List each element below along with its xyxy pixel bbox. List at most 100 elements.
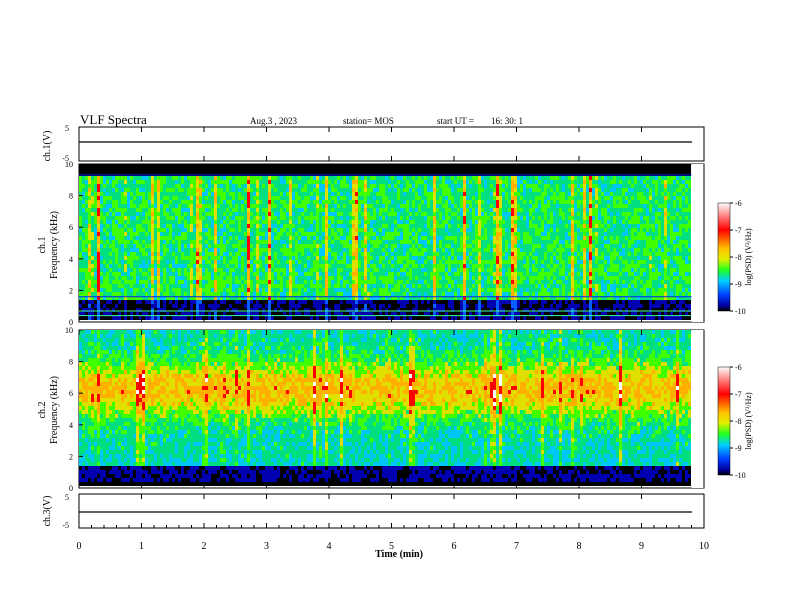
spectrogram-cell bbox=[259, 168, 262, 172]
spectrogram-cell bbox=[94, 172, 97, 176]
spectrogram-cell bbox=[343, 272, 346, 276]
spectrogram-cell bbox=[160, 212, 163, 216]
spectrogram-cell bbox=[124, 288, 127, 292]
spectrogram-cell bbox=[196, 292, 199, 296]
spectrogram-cell bbox=[106, 228, 109, 232]
spectrogram-cell bbox=[187, 216, 190, 220]
spectrogram-cell bbox=[250, 268, 253, 272]
spectrogram-cell bbox=[130, 184, 133, 188]
spectrogram-cell bbox=[337, 192, 340, 196]
spectrogram-cell bbox=[448, 228, 451, 232]
spectrogram-cell bbox=[214, 180, 217, 184]
spectrogram-cell bbox=[163, 248, 166, 252]
spectrogram-cell bbox=[139, 236, 142, 240]
spectrogram-cell bbox=[118, 204, 121, 208]
spectrogram-cell bbox=[139, 316, 142, 320]
spectrogram-cell bbox=[97, 312, 100, 316]
spectrogram-cell bbox=[100, 268, 103, 272]
spectrogram-cell bbox=[367, 172, 370, 176]
spectrogram-cell bbox=[91, 208, 94, 212]
spectrogram-cell bbox=[442, 268, 445, 272]
spectrogram-cell bbox=[334, 196, 337, 200]
spectrogram-cell bbox=[418, 296, 421, 300]
spectrogram-cell bbox=[301, 292, 304, 296]
spectrogram-cell bbox=[172, 212, 175, 216]
spectrogram-cell bbox=[211, 208, 214, 212]
spectrogram-cell bbox=[442, 200, 445, 204]
spectrogram-cell bbox=[106, 268, 109, 272]
spectrogram-cell bbox=[292, 316, 295, 320]
spectrogram-cell bbox=[322, 228, 325, 232]
spectrogram-cell bbox=[160, 184, 163, 188]
spectrogram-cell bbox=[358, 276, 361, 280]
spectrogram-cell bbox=[388, 240, 391, 244]
spectrogram-cell bbox=[400, 200, 403, 204]
spectrogram-cell bbox=[292, 304, 295, 308]
spectrogram-cell bbox=[124, 284, 127, 288]
spectrogram-cell bbox=[307, 256, 310, 260]
spectrogram-cell bbox=[106, 176, 109, 180]
spectrogram-cell bbox=[127, 272, 130, 276]
spectrogram-cell bbox=[352, 284, 355, 288]
spectrogram-cell bbox=[106, 240, 109, 244]
spectrogram-cell bbox=[385, 280, 388, 284]
spectrogram-cell bbox=[340, 216, 343, 220]
spectrogram-cell bbox=[214, 216, 217, 220]
spectrogram-cell bbox=[97, 184, 100, 188]
spectrogram-cell bbox=[346, 316, 349, 320]
spectrogram-cell bbox=[427, 308, 430, 312]
spectrogram-cell bbox=[337, 268, 340, 272]
spectrogram-cell bbox=[160, 236, 163, 240]
spectrogram-cell bbox=[430, 220, 433, 224]
spectrogram-cell bbox=[85, 204, 88, 208]
spectrogram-cell bbox=[139, 260, 142, 264]
spectrogram-cell bbox=[370, 168, 373, 172]
spectrogram-cell bbox=[190, 188, 193, 192]
spectrogram-cell bbox=[310, 268, 313, 272]
spectrogram-cell bbox=[208, 208, 211, 212]
spectrogram-cell bbox=[232, 192, 235, 196]
spectrogram-cell bbox=[394, 192, 397, 196]
spectrogram-cell bbox=[136, 196, 139, 200]
spectrogram-cell bbox=[79, 252, 82, 256]
spectrogram-cell bbox=[364, 304, 367, 308]
spectrogram-cell bbox=[373, 228, 376, 232]
spectrogram-cell bbox=[250, 240, 253, 244]
spectrogram-cell bbox=[406, 208, 409, 212]
spectrogram-cell bbox=[370, 220, 373, 224]
spectrogram-cell bbox=[385, 180, 388, 184]
spectrogram-cell bbox=[382, 228, 385, 232]
spectrogram-cell bbox=[172, 308, 175, 312]
spectrogram-cell bbox=[235, 272, 238, 276]
spectrogram-cell bbox=[289, 248, 292, 252]
spectrogram-cell bbox=[457, 208, 460, 212]
spectrogram-cell bbox=[427, 196, 430, 200]
spectrogram-cell bbox=[337, 244, 340, 248]
spectrogram-cell bbox=[106, 196, 109, 200]
spectrogram-cell bbox=[442, 204, 445, 208]
spectrogram-cell bbox=[307, 296, 310, 300]
spectrogram-cell bbox=[319, 208, 322, 212]
spectrogram-cell bbox=[256, 308, 259, 312]
spectrogram-cell bbox=[106, 216, 109, 220]
spectrogram-cell bbox=[94, 308, 97, 312]
spectrogram-cell bbox=[217, 196, 220, 200]
spectrogram-cell bbox=[430, 272, 433, 276]
spectrogram-cell bbox=[94, 256, 97, 260]
spectrogram-cell bbox=[211, 228, 214, 232]
spectrogram-cell bbox=[343, 316, 346, 320]
spectrogram-cell bbox=[172, 240, 175, 244]
spectrogram-cell bbox=[391, 200, 394, 204]
spectrogram-cell bbox=[244, 228, 247, 232]
spectrogram-cell bbox=[334, 216, 337, 220]
spectrogram-cell bbox=[292, 236, 295, 240]
spectrogram-cell bbox=[406, 200, 409, 204]
spectrogram-cell bbox=[82, 240, 85, 244]
spectrogram-cell bbox=[361, 240, 364, 244]
spectrogram-cell bbox=[121, 184, 124, 188]
spectrogram-cell bbox=[151, 244, 154, 248]
spectrogram-cell bbox=[127, 192, 130, 196]
spectrogram-cell bbox=[307, 224, 310, 228]
spectrogram-cell bbox=[223, 252, 226, 256]
spectrogram-cell bbox=[127, 196, 130, 200]
